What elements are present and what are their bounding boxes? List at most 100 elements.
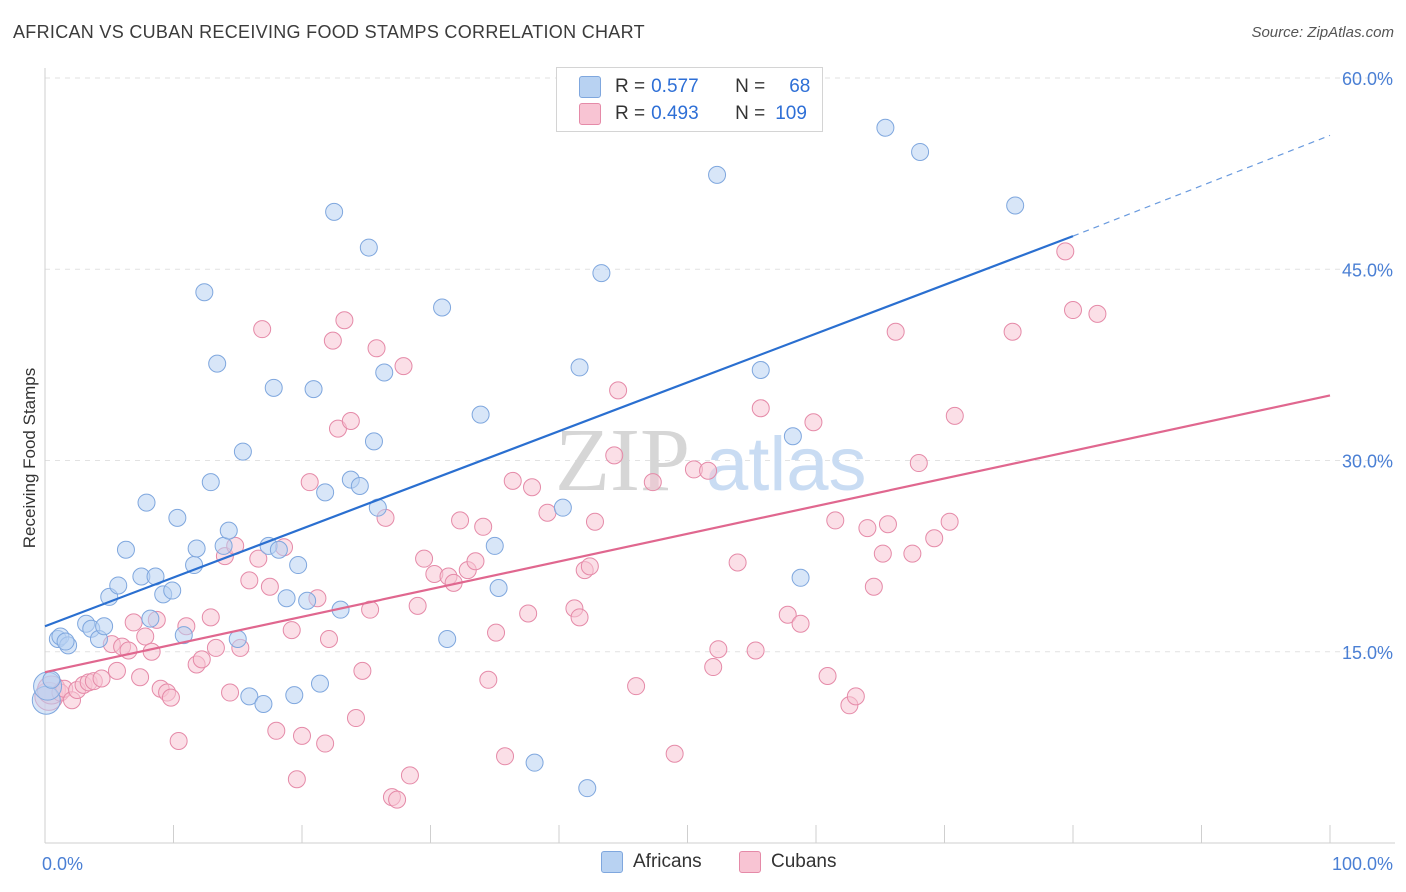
cuban-point-9 [92, 669, 111, 688]
cuban-point-108 [1003, 322, 1022, 341]
african-point-56 [553, 498, 572, 517]
african-point-31 [254, 695, 273, 714]
africans-n-value: 68 [789, 76, 811, 97]
cuban-point-55 [388, 790, 407, 809]
cuban-point-35 [260, 577, 279, 596]
cuban-point-90 [751, 399, 770, 418]
african-point-54 [489, 579, 508, 597]
cuban-point-85 [699, 461, 718, 480]
cuban-point-95 [826, 511, 845, 530]
african-point-14 [137, 493, 156, 512]
cuban-point-104 [909, 454, 928, 473]
legend-item-cubans[interactable]: Cubans [739, 851, 837, 873]
cuban-point-59 [415, 549, 434, 568]
cuban-point-72 [523, 478, 542, 497]
x-tick-label-max: 100.0% [1332, 854, 1393, 874]
african-point-11 [109, 576, 128, 595]
legend-item-africans[interactable]: Africans [601, 851, 702, 873]
cubans-n-label: N = [735, 103, 766, 124]
african-point-47 [364, 432, 383, 451]
african-point-18 [163, 581, 182, 600]
cuban-point-17 [142, 642, 161, 661]
cuban-point-50 [353, 661, 372, 680]
y-tick-label-2: 45.0% [1342, 260, 1393, 280]
african-point-15 [141, 609, 160, 628]
african-point-58 [578, 779, 597, 798]
y-tick-labels: 15.0% 30.0% 45.0% 60.0% [1342, 69, 1393, 663]
cuban-point-94 [818, 666, 837, 685]
cuban-point-15 [131, 668, 150, 687]
cuban-point-21 [161, 688, 180, 707]
cuban-point-79 [605, 446, 624, 465]
cuban-point-98 [858, 519, 877, 538]
cuban-point-83 [665, 744, 684, 763]
cuban-point-48 [341, 411, 360, 430]
series-legend: Africans Cubans [0, 851, 1406, 877]
african-point-23 [195, 283, 214, 302]
cuban-point-81 [627, 677, 646, 696]
cuban-point-103 [903, 544, 922, 563]
legend-row-africans: R = 0.577 N = 68 [579, 75, 810, 99]
stats-legend: R = 0.577 N = 68 R = 0.493 N = 109 [556, 67, 823, 132]
cuban-point-70 [503, 471, 522, 490]
african-point-50 [433, 298, 452, 317]
african-point-12 [116, 540, 135, 559]
cuban-point-109 [1056, 242, 1075, 261]
cuban-point-91 [778, 605, 797, 624]
cuban-point-80 [609, 381, 628, 400]
african-point-53 [485, 536, 504, 555]
african-point-57 [570, 358, 589, 377]
cuban-point-43 [316, 734, 335, 753]
african-point-61 [751, 360, 770, 379]
africans-trend-extension [1072, 134, 1331, 237]
y-axis-label: Receiving Food Stamps [20, 368, 39, 548]
cuban-point-34 [253, 320, 272, 339]
cuban-point-97 [846, 687, 865, 706]
cuban-point-40 [293, 726, 311, 745]
cuban-point-105 [925, 529, 944, 548]
cuban-point-33 [249, 549, 268, 568]
african-point-60 [708, 165, 727, 184]
x-tick-labels: 0.0% 100.0% [42, 854, 1393, 874]
cuban-point-49 [346, 709, 365, 728]
cuban-point-14 [124, 613, 143, 632]
series-africans [31, 118, 1025, 798]
source-label: Source: ZipAtlas.com [1251, 24, 1394, 41]
cubans-legend-label: Cubans [771, 851, 837, 872]
cuban-point-88 [728, 553, 747, 572]
legend-row-cubans: R = 0.493 N = 109 [579, 102, 807, 126]
african-point-5 [56, 632, 75, 651]
africans-trend-line [44, 235, 1074, 628]
african-point-67 [42, 670, 61, 689]
african-point-38 [298, 591, 317, 610]
cuban-point-16 [136, 627, 155, 646]
cuban-point-56 [394, 357, 413, 376]
cuban-point-75 [570, 608, 589, 627]
cuban-point-66 [474, 517, 493, 536]
cubans-r-value: 0.493 [651, 103, 699, 124]
cuban-point-100 [873, 544, 892, 563]
cuban-point-44 [319, 630, 338, 648]
cuban-point-27 [206, 638, 225, 657]
african-point-41 [316, 483, 335, 502]
african-point-52 [471, 405, 490, 424]
cuban-point-106 [940, 512, 959, 531]
cuban-point-99 [864, 577, 883, 596]
cuban-point-89 [746, 641, 765, 660]
cuban-point-41 [300, 473, 319, 492]
cuban-point-92 [791, 614, 810, 633]
african-point-42 [325, 202, 344, 221]
african-point-27 [219, 521, 238, 540]
african-point-34 [269, 540, 288, 559]
african-point-19 [168, 508, 187, 527]
cuban-point-47 [335, 311, 354, 330]
cubans-legend-swatch [739, 851, 761, 873]
cuban-point-67 [479, 670, 498, 689]
cuban-point-25 [192, 650, 211, 669]
african-point-55 [525, 753, 544, 772]
african-point-39 [304, 380, 323, 399]
african-point-20 [174, 626, 193, 645]
african-point-29 [233, 442, 252, 461]
y-tick-label-0: 15.0% [1342, 643, 1393, 663]
african-point-51 [438, 630, 457, 648]
